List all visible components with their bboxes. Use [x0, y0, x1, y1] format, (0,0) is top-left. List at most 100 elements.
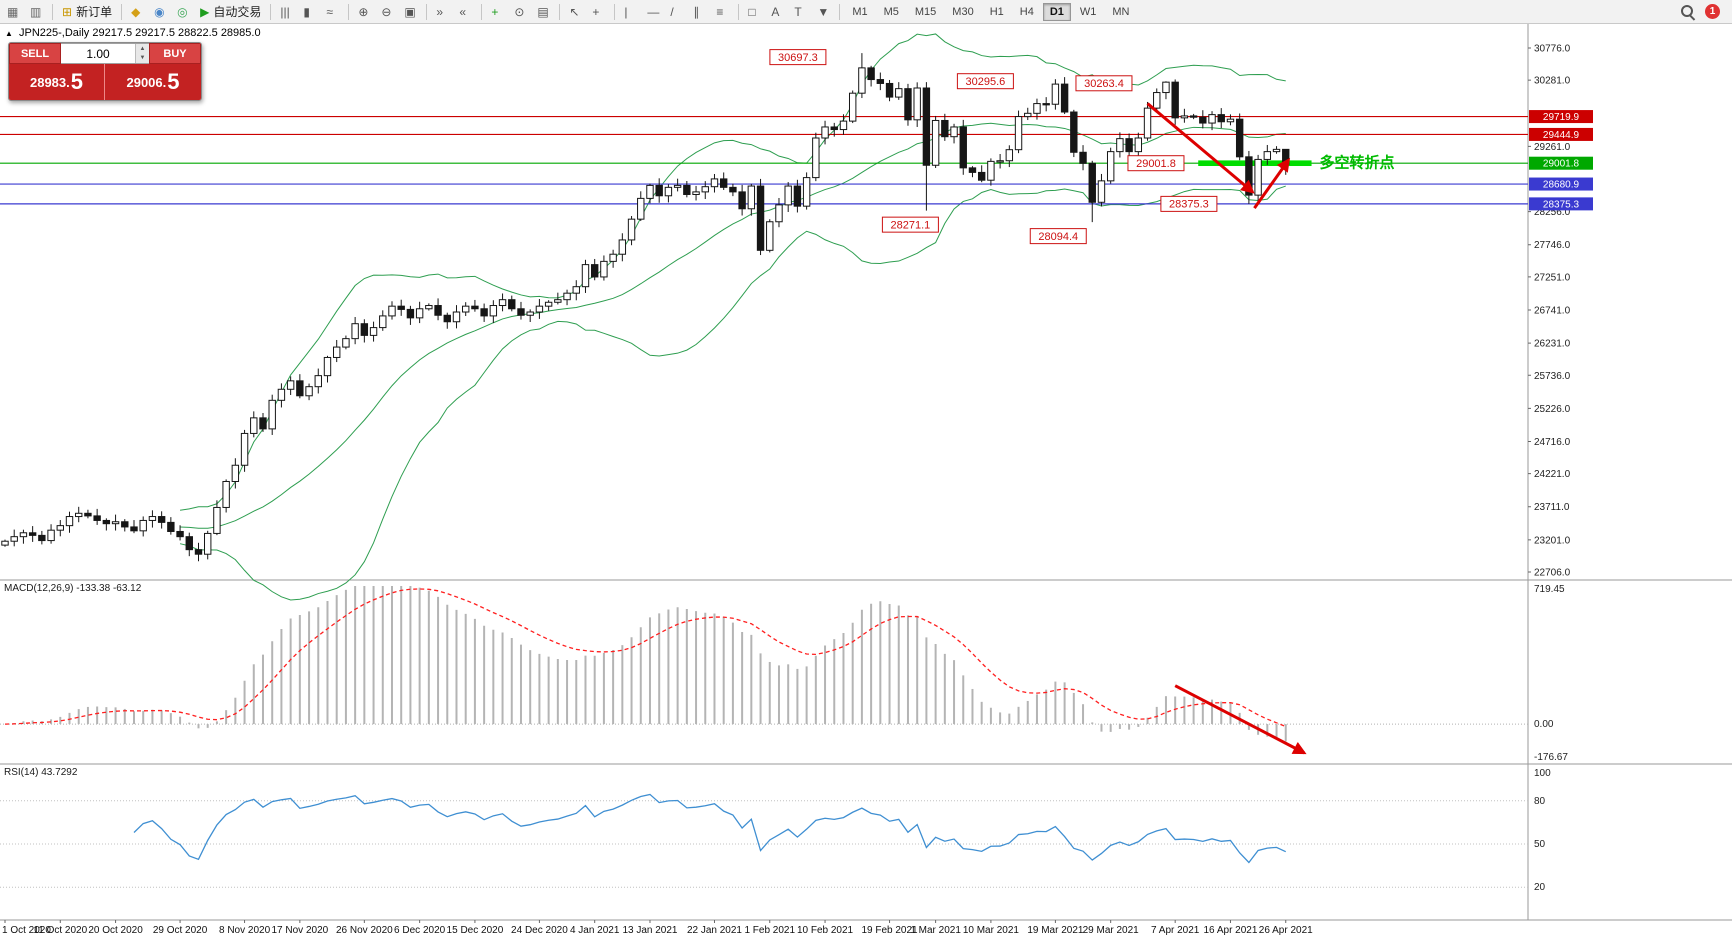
- volume-field: ▲ ▼: [61, 43, 149, 64]
- shapes-button[interactable]: □: [744, 2, 765, 22]
- line-chart-mode-button[interactable]: ≈: [322, 2, 343, 22]
- volume-input[interactable]: [61, 44, 135, 63]
- horizontal-line-button[interactable]: —: [643, 2, 664, 22]
- price-axis-labels: 30776.0 30281.0 29261.0 28256.0 27746.0 27251…: [1528, 44, 1593, 579]
- buy-price-button[interactable]: 29006. 5: [105, 64, 201, 100]
- bar-chart-mode-button[interactable]: |||: [276, 2, 297, 22]
- toolbar-separator: [481, 3, 483, 20]
- sell-price-button[interactable]: 28983. 5: [9, 64, 105, 100]
- toolbar-items: ▦ ▥ ⊞ 新订单 ◆ ◉ ◎ ▶ 自动交易 ||| ▮ ≈ ⊕ ⊖ ▣ » « + ⊙ ▤ ↖ + | — / ∥ ≡ □ A T ▼: [2, 2, 844, 22]
- toolbar-separator: [348, 3, 350, 20]
- timeframe-H4-button[interactable]: H4: [1013, 3, 1041, 21]
- buy-button[interactable]: BUY: [149, 43, 201, 64]
- chart-shift-button[interactable]: «: [455, 2, 476, 22]
- fibonacci-icon: ≡: [716, 4, 724, 19]
- timeframe-M30-button[interactable]: M30: [945, 3, 980, 21]
- timeframe-M15-button[interactable]: M15: [908, 3, 943, 21]
- search-icon-handle: [1689, 15, 1696, 21]
- auto-scroll-icon: »: [436, 4, 444, 19]
- candles-layer: [1, 53, 1290, 562]
- market-watch-button[interactable]: ◆: [127, 2, 148, 22]
- date-label: 16 Apr 2021: [1203, 925, 1257, 936]
- date-label: 7 Apr 2021: [1151, 925, 1200, 936]
- rsi-name: RSI(14): [4, 767, 39, 778]
- one-click-trading-panel: SELL ▲ ▼ BUY 28983. 5 29006. 5: [8, 42, 202, 101]
- macd-indicator-label: MACD(12,26,9) -133.38 -63.12: [4, 583, 141, 594]
- new-order-button[interactable]: ⊞ 新订单: [58, 2, 116, 22]
- autotrading-button[interactable]: ▶ 自动交易: [196, 2, 265, 22]
- volume-down-button[interactable]: ▼: [136, 53, 149, 63]
- date-label: 8 Nov 2020: [219, 925, 271, 936]
- equidistant-channel-button[interactable]: ∥: [689, 2, 710, 22]
- timeframe-M1-button[interactable]: M1: [845, 3, 874, 21]
- volume-up-button[interactable]: ▲: [136, 44, 149, 54]
- new-chart-button[interactable]: ▦: [3, 2, 24, 22]
- rsi-axis-label: 20: [1534, 882, 1546, 893]
- date-label: 1 Mar 2021: [910, 925, 961, 936]
- cursor-button[interactable]: ↖: [565, 2, 586, 22]
- date-label: 24 Dec 2020: [511, 925, 568, 936]
- trend-arrow[interactable]: [1253, 157, 1291, 209]
- vertical-line-icon: |: [624, 4, 628, 19]
- notification-badge[interactable]: 1: [1705, 4, 1720, 19]
- templates-icon: ▤: [537, 4, 549, 19]
- navigator-icon: ◎: [177, 4, 188, 19]
- date-label: 13 Jan 2021: [622, 925, 677, 936]
- date-label: 20 Oct 2020: [88, 925, 143, 936]
- annotation-box[interactable]: [1127, 155, 1185, 172]
- timeframe-MN-button[interactable]: MN: [1105, 3, 1136, 21]
- trend-arrow[interactable]: [1174, 684, 1307, 755]
- trend-arrow[interactable]: [1146, 102, 1255, 194]
- sell-button[interactable]: SELL: [9, 43, 61, 64]
- timeframe-W1-button[interactable]: W1: [1073, 3, 1104, 21]
- toolbar-separator: [614, 3, 616, 20]
- periods-button[interactable]: ⊙: [510, 2, 531, 22]
- fibonacci-button[interactable]: ≡: [712, 2, 733, 22]
- annotation-box[interactable]: [881, 216, 939, 233]
- search-icon[interactable]: [1680, 4, 1696, 21]
- toolbar-separator: [121, 3, 123, 20]
- chart-background: [0, 24, 1732, 945]
- text-label-button[interactable]: T: [790, 2, 811, 22]
- timeframe-M5-button[interactable]: M5: [877, 3, 906, 21]
- zoom-in-button[interactable]: ⊕: [354, 2, 375, 22]
- macd-axis-label: 0.00: [1534, 719, 1554, 730]
- rsi-indicator-label: RSI(14) 43.7292: [4, 767, 77, 778]
- annotation-box[interactable]: [769, 49, 827, 66]
- trend-arrows[interactable]: [1146, 102, 1307, 755]
- timeframe-H1-button[interactable]: H1: [983, 3, 1011, 21]
- annotation-box[interactable]: [1160, 195, 1218, 212]
- templates-button[interactable]: ▤: [533, 2, 554, 22]
- chart-profiles-button[interactable]: ▥: [26, 2, 47, 22]
- shapes-icon: □: [748, 4, 756, 19]
- date-label: 17 Nov 2020: [271, 925, 328, 936]
- price-chart-svg[interactable]: 30697.3 30295.6 30263.4 29001.8 28271.1 28094…: [0, 24, 1732, 945]
- crosshair-button[interactable]: +: [588, 2, 609, 22]
- indicators-button[interactable]: +: [487, 2, 508, 22]
- macd-name: MACD(12,26,9): [4, 583, 74, 594]
- candlestick-mode-button[interactable]: ▮: [299, 2, 320, 22]
- toolbar-right: 1: [1680, 4, 1730, 21]
- arrow-objects-button[interactable]: ▼: [813, 2, 834, 22]
- toolbar: ▦ ▥ ⊞ 新订单 ◆ ◉ ◎ ▶ 自动交易 ||| ▮ ≈ ⊕ ⊖ ▣ » « + ⊙ ▤ ↖ + | — / ∥ ≡ □ A T ▼ M…: [0, 0, 1732, 24]
- toolbar-separator: [270, 3, 272, 20]
- tile-windows-button[interactable]: ▣: [400, 2, 421, 22]
- annotation-box[interactable]: [956, 73, 1014, 90]
- autotrading-icon: ▶: [200, 4, 210, 19]
- date-label: 22 Jan 2021: [687, 925, 742, 936]
- data-window-button[interactable]: ◉: [150, 2, 171, 22]
- svg-text:30281.0: 30281.0: [1534, 76, 1571, 87]
- trendline-icon: /: [670, 4, 674, 19]
- price-annotations[interactable]: 30697.3 30295.6 30263.4 29001.8 28271.1 28094…: [769, 49, 1218, 245]
- toolbar-separator: [52, 3, 53, 20]
- vertical-line-button[interactable]: |: [620, 2, 641, 22]
- annotation-box[interactable]: [1075, 75, 1133, 92]
- navigator-button[interactable]: ◎: [173, 2, 194, 22]
- annotation-box[interactable]: [1029, 228, 1087, 245]
- text-button[interactable]: A: [767, 2, 788, 22]
- zoom-out-button[interactable]: ⊖: [377, 2, 398, 22]
- auto-scroll-button[interactable]: »: [432, 2, 453, 22]
- trendline-button[interactable]: /: [666, 2, 687, 22]
- timeframe-D1-button[interactable]: D1: [1042, 2, 1071, 21]
